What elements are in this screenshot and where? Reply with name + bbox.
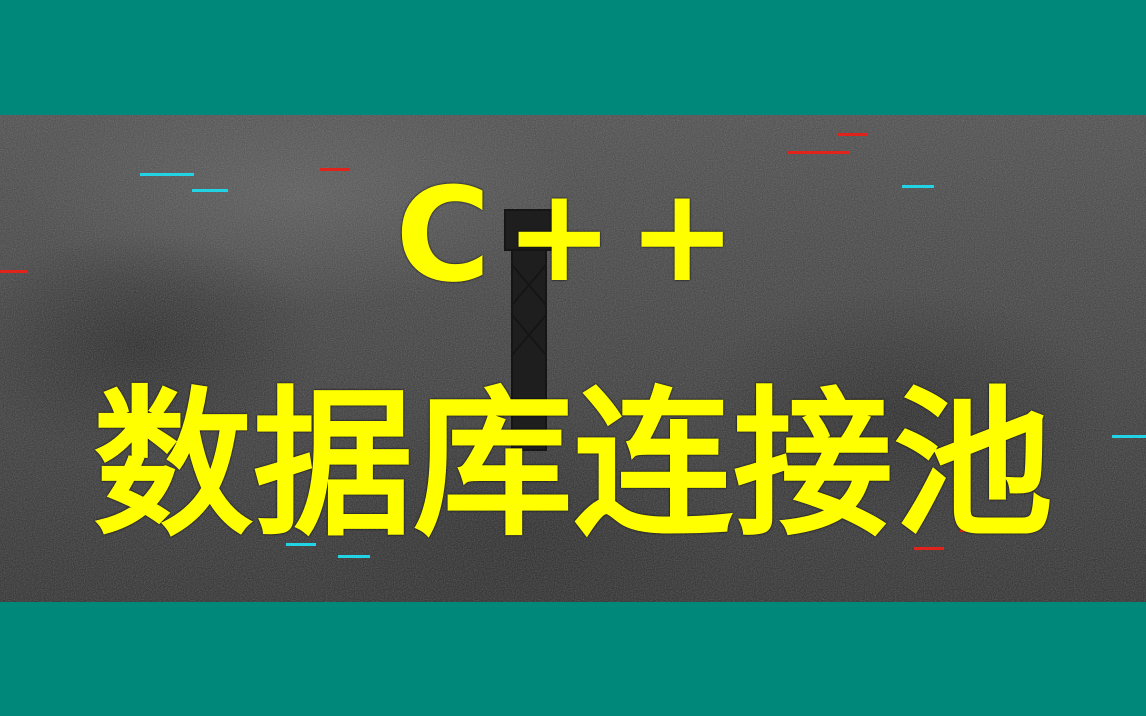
film-grain-texture [0,115,1146,602]
tower-silhouette [504,209,554,451]
background-photo [0,115,1146,602]
top-teal-band [0,0,1146,115]
glitch-line [0,270,28,273]
glitch-line [338,555,370,558]
glitch-line [1112,435,1146,438]
bottom-teal-band [0,602,1146,716]
glitch-line [960,529,990,532]
glitch-line [286,543,316,546]
title-database-connection-pool: 数据库连接池 [92,371,1053,558]
glitch-line [320,168,350,171]
glitch-line [192,189,228,192]
glitch-line [902,185,934,188]
glitch-line [914,547,944,550]
glitch-line [140,173,194,176]
title-cpp: C++ [395,159,751,311]
glitch-line [838,133,868,136]
glitch-line [788,151,850,154]
